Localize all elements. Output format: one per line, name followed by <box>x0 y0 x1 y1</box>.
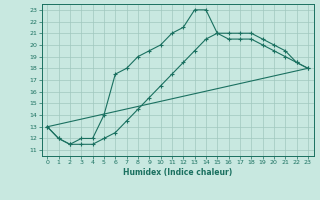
X-axis label: Humidex (Indice chaleur): Humidex (Indice chaleur) <box>123 168 232 177</box>
